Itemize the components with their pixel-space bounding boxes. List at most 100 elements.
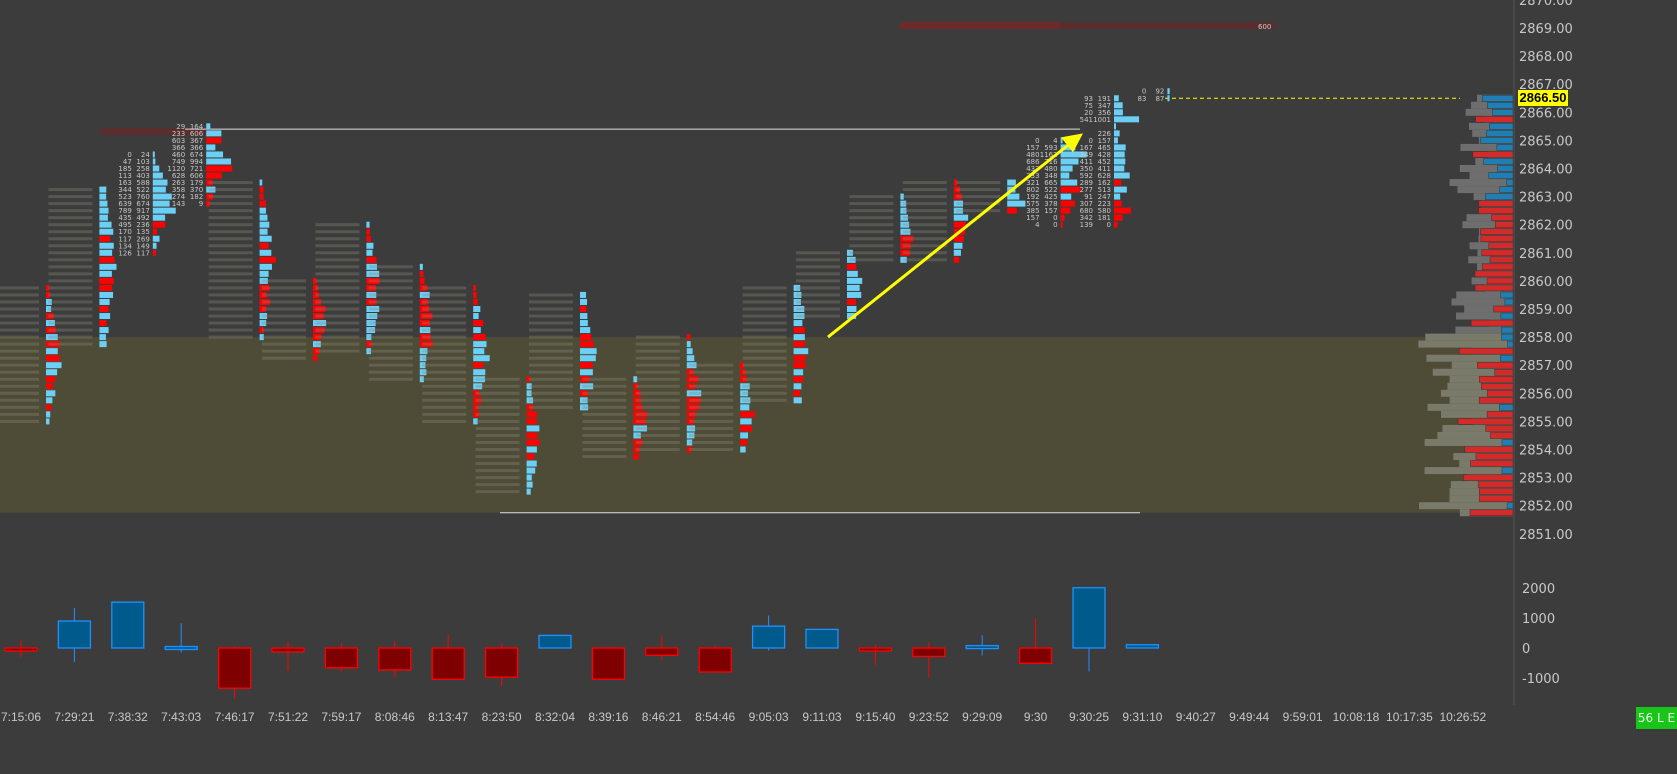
footprint-volume-bar [152,179,168,186]
ask-volume: 522 [136,186,149,194]
footprint-volume-bar [419,291,430,298]
footprint-volume-bar [740,369,746,376]
footprint-volume-bar [99,256,115,263]
footprint-volume-bar [633,439,643,446]
footprint-volume-bar [526,376,531,383]
footprint-text-row [315,314,360,318]
volume-profile-delta [1491,214,1514,221]
footprint-volume-bar [473,376,486,383]
footprint-text-row [849,244,894,248]
footprint-volume-bar [259,270,269,277]
status-badge[interactable]: 56 L E [1636,707,1677,729]
footprint-column [475,376,540,495]
footprint-volume-bar [686,348,693,355]
volume-profile-delta [1485,425,1514,432]
footprint-volume-bar [847,277,863,284]
volume-profile-delta [1486,130,1514,137]
footprint-volume-bar [206,179,213,186]
footprint-text-row [902,230,947,234]
footprint-volume-bar [580,306,587,312]
volume-profile-delta [1464,446,1514,453]
footprint-volume-bar [152,207,176,214]
footprint-text-row [48,244,93,248]
volume-profile-total [1459,165,1513,172]
delta-candle [217,646,252,699]
footprint-column: 0 24 47 103 185 258 113 403 163 588 344 522 523 760 63… [118,151,176,257]
delta-candle [271,641,305,671]
footprint-volume-bar [473,397,482,404]
footprint-volume-bar [259,221,270,228]
footprint-volume-bar [206,200,210,207]
footprint-volume-bar [206,193,214,200]
time-tick-label: 9:31:10 [1122,710,1162,724]
footprint-volume-bar [1060,151,1087,158]
volume-profile-delta [1492,109,1514,116]
footprint-text-row [368,286,413,290]
footprint-text-row [48,237,93,241]
time-tick-label: 8:13:47 [428,710,468,724]
footprint-volume-bar [900,256,907,263]
footprint-text-row [796,265,840,269]
footprint-text-row [208,209,253,213]
footprint-text-row [902,188,947,192]
volume-profile-delta [1477,361,1514,369]
footprint-volume-bar [313,313,324,320]
volume-profile-delta [1501,467,1514,474]
footprint-volume-bar [366,284,376,291]
footprint-volume-bar [152,165,160,172]
delta-candle [484,643,519,686]
time-tick-label: 9:30 [1024,710,1048,724]
delta-body [217,647,252,689]
bid-volume: 435 [118,214,131,222]
footprint-volume-bar [313,334,322,341]
volume-profile-total [1418,502,1513,510]
footprint-text-row [529,293,573,297]
volume-profile-delta [1506,179,1514,186]
volume-profile-delta [1506,502,1514,509]
footprint-text-row [796,286,840,290]
footprint-volume-bar [473,390,480,397]
footprint-volume-bar [259,186,264,193]
bid-volume: 91 [1084,193,1093,201]
delta-body [912,647,946,658]
footprint-text-row [315,223,360,227]
footprint-volume-bar [206,130,222,137]
footprint-volume-bar [900,193,904,200]
footprint-text-row [315,230,360,234]
volume-profile-delta [1472,151,1514,158]
volume-profile-delta [1475,116,1514,123]
footprint-volume-bar [366,256,377,263]
footprint-volume-bar [847,291,862,298]
delta-body [431,647,465,680]
footprint-volume-bar [1060,179,1078,186]
bid-volume: 680 [1080,207,1093,215]
volume-profile-delta [1481,263,1514,271]
footprint-text-row [742,335,787,339]
footprint-text-row [315,293,360,297]
footprint-text-row [368,314,413,318]
footprint-text-row [48,223,93,227]
price-tick-label: 2865.00 [1519,134,1573,149]
footprint-text-row [262,300,306,304]
footprint-volume-bar [99,327,109,334]
ask-volume: 513 [1098,186,1111,194]
footprint-volume-bar [793,298,801,305]
footprint-text-row [635,419,680,423]
footprint-text-row [529,405,573,409]
footprint-volume-bar [259,256,276,263]
footprint-text-row [208,265,253,269]
footprint-volume-bar [1060,172,1070,179]
footprint-text-row [689,384,734,388]
ask-volume: 117 [136,249,149,257]
time-tick-label: 8:08:46 [375,710,415,724]
ask-volume: 162 [1098,179,1111,187]
ask-volume: 465 [1098,144,1111,152]
footprint-text-row [422,307,467,311]
price-tick-label: 2867.00 [1519,78,1573,93]
delta-candle [111,601,145,649]
footprint-volume-bar [1060,158,1079,165]
footprint-text-row [48,300,93,304]
delta-candle [57,608,92,663]
ask-volume: 452 [1098,158,1111,166]
